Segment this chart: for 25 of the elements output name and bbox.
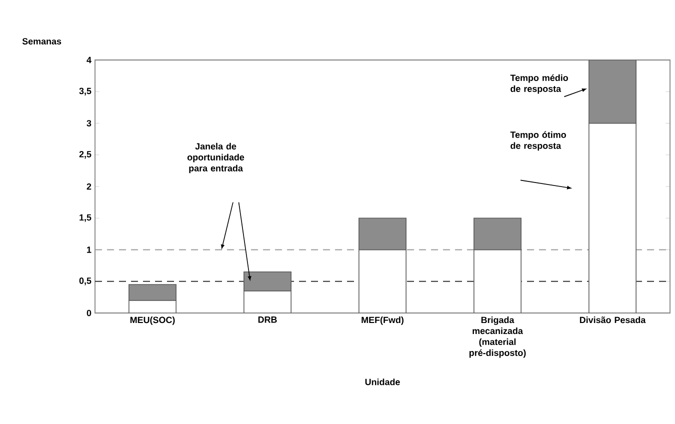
bar — [474, 249, 522, 313]
text: Tempo ótimo de resposta — [510, 131, 566, 151]
bar — [128, 284, 176, 301]
y-tick-label: 0,5 — [79, 278, 92, 286]
y-tick-label: 2,5 — [79, 151, 92, 159]
y-tick-label: 3 — [86, 120, 92, 126]
y-tick-label: 1,5 — [80, 214, 92, 222]
x-tick-label: Brigada mecanizada (material pré-disposto) — [469, 316, 526, 358]
bar — [358, 218, 406, 250]
x-tick-label: MEU(SOC) — [130, 316, 175, 325]
annotation: Janela de oportunidade para entrada — [187, 142, 244, 174]
x-tick-label: DRB — [258, 316, 277, 323]
x-axis-title: Unidade — [365, 378, 400, 386]
text: Tempo médio de resposta — [510, 74, 568, 94]
y-tick-label: 4 — [86, 56, 92, 64]
y-tick-label: 0 — [86, 310, 92, 316]
x-tick-label: MEF(Fwd) — [362, 316, 404, 325]
bar — [244, 271, 292, 292]
bar — [474, 218, 522, 250]
x-tick-label: Divisão Pesada — [580, 316, 646, 324]
y-axis-title: Semanas — [22, 38, 62, 44]
y-tick-label: 2 — [86, 183, 92, 190]
bar — [358, 249, 406, 313]
y-tick-label: 1 — [87, 246, 92, 253]
y-tick-label: 3,5 — [79, 88, 92, 96]
